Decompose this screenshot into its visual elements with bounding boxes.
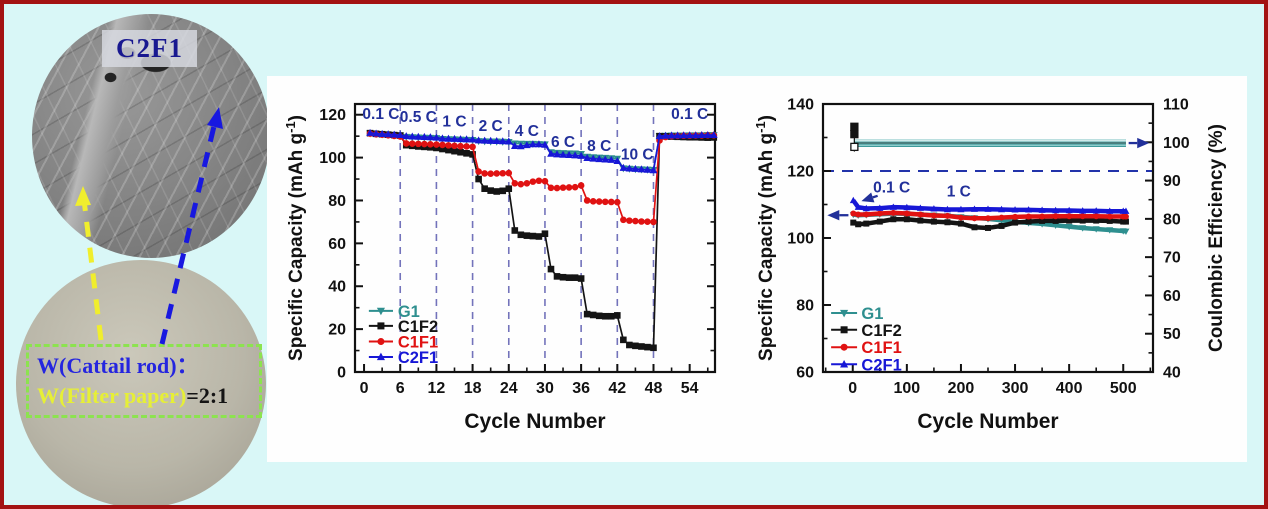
- svg-text:60: 60: [1163, 288, 1181, 305]
- svg-text:100: 100: [1163, 135, 1190, 152]
- svg-text:0.1 C: 0.1 C: [873, 179, 910, 196]
- svg-text:0: 0: [360, 380, 369, 397]
- charts-panel: 0 6 12 18 24 30 36 42 48 54 0 20 40 60 80 100 120 0.1 C 0.…: [267, 76, 1247, 462]
- svg-text:40: 40: [1163, 365, 1181, 382]
- svg-text:0.1 C: 0.1 C: [671, 106, 708, 123]
- sem-sample-label: C2F1: [102, 30, 197, 67]
- svg-text:80: 80: [796, 298, 814, 315]
- series-C1F1: [850, 209, 1129, 222]
- svg-text:70: 70: [1163, 250, 1181, 267]
- svg-text:140: 140: [787, 97, 814, 114]
- svg-text:C2F1: C2F1: [861, 356, 901, 374]
- ratio-line-1: W(Cattail rod)：: [37, 353, 199, 378]
- svg-text:0: 0: [848, 380, 857, 397]
- scatter-point: [850, 122, 859, 131]
- svg-text:60: 60: [796, 365, 814, 382]
- svg-text:C1F2: C1F2: [398, 318, 438, 336]
- svg-text:40: 40: [328, 279, 346, 296]
- svg-text:300: 300: [1002, 380, 1029, 397]
- svg-text:400: 400: [1056, 380, 1083, 397]
- svg-text:60: 60: [328, 236, 346, 253]
- svg-text:200: 200: [948, 380, 975, 397]
- svg-text:C2F1: C2F1: [398, 349, 438, 367]
- svg-text:80: 80: [328, 193, 346, 210]
- y2-axis-title: Coulombic Efficiency (%): [1206, 124, 1227, 352]
- svg-text:110: 110: [1163, 97, 1189, 114]
- series-C2F1: [366, 128, 718, 174]
- svg-text:6 C: 6 C: [551, 134, 575, 151]
- svg-text:C1F1: C1F1: [398, 334, 438, 352]
- svg-text:1 C: 1 C: [947, 183, 971, 200]
- svg-text:6: 6: [396, 380, 405, 397]
- cycling-stability-chart: 0 100 200 300 400 500 60 80 100 120 140 40 50 60 70 80 9…: [753, 97, 1227, 434]
- plot-frame: [353, 102, 717, 374]
- svg-text:30: 30: [536, 380, 554, 397]
- annotations: 0.1 C 1 C: [827, 137, 1150, 221]
- axes: 0 6 12 18 24 30 36 42 48 54 0 20 40 60 80 100 120: [319, 107, 715, 397]
- svg-text:0: 0: [337, 365, 346, 382]
- svg-text:C1F1: C1F1: [861, 339, 901, 357]
- svg-text:12: 12: [428, 380, 446, 397]
- svg-text:18: 18: [464, 380, 482, 397]
- svg-text:80: 80: [1163, 211, 1181, 228]
- ratio-line-2-yellow: W(Filter paper): [37, 383, 187, 408]
- svg-text:90: 90: [1163, 173, 1181, 190]
- svg-text:500: 500: [1110, 380, 1137, 397]
- svg-text:100: 100: [319, 150, 346, 167]
- svg-text:1 C: 1 C: [442, 114, 466, 131]
- svg-text:42: 42: [608, 380, 626, 397]
- svg-text:100: 100: [787, 231, 814, 248]
- scatter-point: [850, 142, 859, 152]
- ratio-annotation-box: W(Cattail rod)： W(Filter paper)=2:1: [26, 344, 262, 418]
- svg-text:0.1 C: 0.1 C: [362, 106, 399, 123]
- svg-text:4 C: 4 C: [515, 123, 539, 140]
- sem-image: C2F1: [32, 14, 270, 258]
- x-axis-title: Cycle Number: [464, 410, 605, 433]
- series-C1F2: [850, 216, 1129, 231]
- y-axis-title: Specific Capacity (mAh g-1): [753, 115, 777, 361]
- y-axis-title: Specific Capacity (mAh g-1): [283, 115, 307, 361]
- svg-text:36: 36: [572, 380, 590, 397]
- svg-text:54: 54: [681, 380, 699, 397]
- svg-text:2 C: 2 C: [479, 118, 503, 135]
- scatter-point: [850, 130, 859, 139]
- left-panel: C2F1 W(Cattail rod)： W(Filter paper)=2:1: [4, 4, 274, 505]
- svg-text:G1: G1: [398, 303, 420, 321]
- svg-text:20: 20: [328, 322, 346, 339]
- svg-text:50: 50: [1163, 326, 1181, 343]
- svg-text:48: 48: [645, 380, 663, 397]
- svg-text:C1F2: C1F2: [861, 322, 901, 340]
- ratio-line-2-black: =2:1: [186, 383, 229, 408]
- svg-text:G1: G1: [861, 305, 883, 323]
- svg-text:24: 24: [500, 380, 518, 397]
- svg-text:10 C: 10 C: [621, 147, 654, 164]
- ratio-line-2: W(Filter paper)=2:1: [37, 381, 253, 411]
- svg-text:120: 120: [319, 107, 346, 124]
- svg-text:100: 100: [894, 380, 921, 397]
- svg-text:120: 120: [787, 164, 814, 181]
- series-C2F1: [849, 196, 1130, 214]
- axes: 0 100 200 300 400 500 60 80 100 120 140 40 50 60 70 80 9…: [787, 97, 1190, 398]
- filter-paper-photo: [16, 260, 266, 505]
- x-axis-title: Cycle Number: [917, 410, 1058, 433]
- svg-text:8 C: 8 C: [587, 138, 611, 155]
- svg-text:0.5 C: 0.5 C: [400, 109, 437, 126]
